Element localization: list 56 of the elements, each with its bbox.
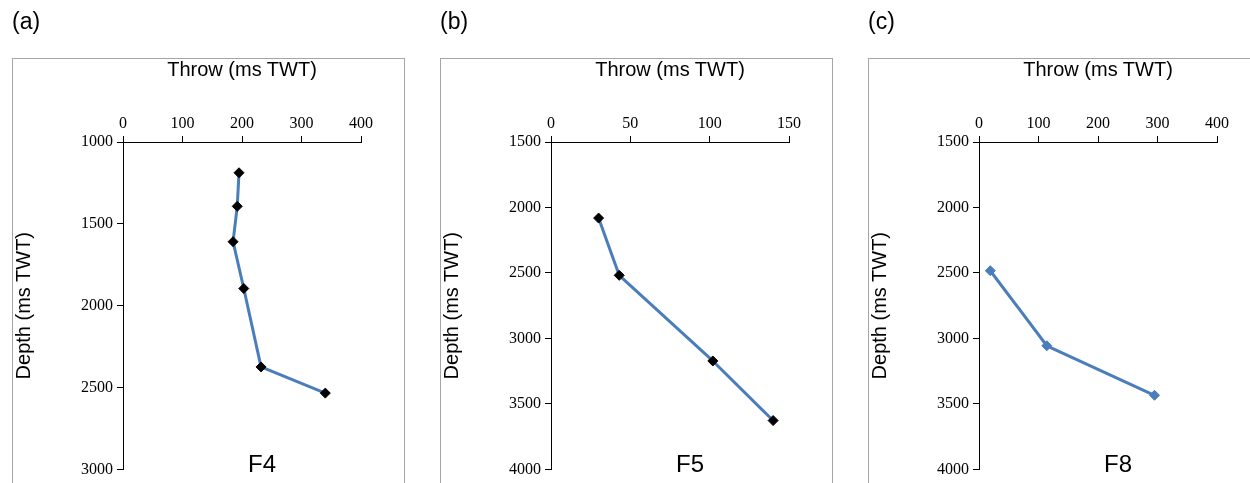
point xyxy=(707,355,719,367)
y-tick-label: 1500 xyxy=(509,132,541,150)
y-tick-label: 2500 xyxy=(937,263,969,281)
y-tick-label: 1000 xyxy=(81,132,113,150)
y-tick-label: 2000 xyxy=(509,197,541,215)
point xyxy=(227,236,239,248)
x-tick-label: 100 xyxy=(697,113,722,131)
point xyxy=(1041,340,1053,352)
x-tick-label: 100 xyxy=(1026,113,1051,131)
y-axis-title: Depth (ms TWT) xyxy=(867,231,890,380)
y-tick-label: 4000 xyxy=(937,459,969,477)
point xyxy=(255,361,267,373)
y-tick-label: 3000 xyxy=(81,459,113,477)
x-axis-title: Throw (ms TWT) xyxy=(1023,57,1173,80)
x-tick-label: 400 xyxy=(1205,113,1229,131)
point xyxy=(233,167,245,179)
annotation: F5 xyxy=(675,450,705,478)
x-tick-label: 300 xyxy=(289,113,314,131)
y-tick-label: 1500 xyxy=(81,214,113,232)
x-tick-label: 0 xyxy=(975,113,983,131)
point xyxy=(984,265,996,277)
y-axis-title: Depth (ms TWT) xyxy=(439,231,462,380)
x-axis-title: Throw (ms TWT) xyxy=(167,57,317,80)
y-tick-label: 4000 xyxy=(509,459,541,477)
annotation: F8 xyxy=(1103,450,1133,478)
point xyxy=(231,200,243,212)
y-tick-label: 2000 xyxy=(937,197,969,215)
annotation: F4 xyxy=(247,450,277,478)
point xyxy=(238,283,250,295)
chart-title: (a) xyxy=(12,8,41,35)
point xyxy=(593,212,605,224)
x-tick-label: 0 xyxy=(119,113,127,131)
y-tick-label: 1500 xyxy=(937,132,969,150)
point xyxy=(613,269,625,281)
point xyxy=(1149,389,1161,401)
x-tick-label: 100 xyxy=(170,113,195,131)
chart-title: (b) xyxy=(440,8,469,35)
y-tick-label: 2500 xyxy=(81,377,113,395)
point xyxy=(767,415,779,427)
x-tick-label: 300 xyxy=(1145,113,1170,131)
x-axis-title: Throw (ms TWT) xyxy=(595,57,745,80)
y-tick-label: 3500 xyxy=(937,394,969,412)
y-axis-title: Depth (ms TWT) xyxy=(11,231,34,380)
y-tick-label: 2000 xyxy=(81,295,113,313)
x-tick-label: 400 xyxy=(349,113,373,131)
x-tick-label: 200 xyxy=(230,113,254,131)
y-tick-label: 3000 xyxy=(937,328,969,346)
x-tick-label: 200 xyxy=(1086,113,1110,131)
y-tick-label: 3000 xyxy=(509,328,541,346)
y-tick-label: 2500 xyxy=(509,263,541,281)
x-tick-label: 150 xyxy=(777,113,801,131)
x-tick-label: 0 xyxy=(547,113,555,131)
y-tick-label: 3500 xyxy=(509,394,541,412)
point xyxy=(319,387,331,399)
chart-title: (c) xyxy=(868,8,895,35)
x-tick-label: 50 xyxy=(622,113,639,131)
